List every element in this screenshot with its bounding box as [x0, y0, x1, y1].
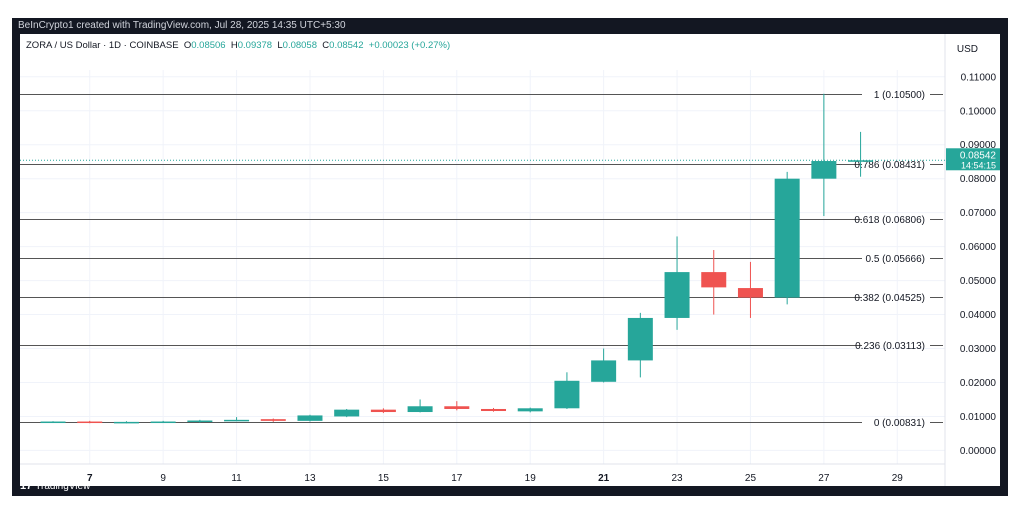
- x-tick-label: 21: [598, 473, 610, 484]
- y-tick-label: 0.00000: [960, 446, 997, 457]
- price-tag-countdown: 14:54:15: [961, 160, 996, 170]
- candle-body: [774, 178, 800, 298]
- fib-level-label: 0 (0.00831): [874, 418, 925, 429]
- currency-label[interactable]: USD: [956, 44, 978, 55]
- candle-body: [591, 360, 617, 382]
- close-value: 0.08542: [329, 40, 364, 51]
- high-label: H: [230, 40, 238, 51]
- x-tick-label: 11: [231, 473, 242, 484]
- x-tick-label: 13: [304, 473, 316, 484]
- y-tick-label: 0.05000: [960, 276, 997, 287]
- candle-body: [664, 272, 690, 318]
- fib-level-label: 0.5 (0.05666): [866, 254, 926, 265]
- y-tick-label: 0.07000: [960, 208, 997, 219]
- footer-brand[interactable]: TradingView: [35, 481, 91, 492]
- y-tick-label: 0.11000: [961, 72, 997, 83]
- x-tick-label: 15: [378, 473, 390, 484]
- high-value: 0.09378: [237, 40, 273, 51]
- candle-body: [77, 421, 103, 424]
- low-label: L: [277, 40, 283, 51]
- x-tick-label: 23: [671, 473, 683, 484]
- fib-level-label: 1 (0.10500): [874, 90, 925, 101]
- candle-body: [40, 421, 66, 424]
- open-value: 0.08506: [191, 40, 226, 51]
- x-tick-label: 25: [745, 473, 757, 484]
- candle-body: [224, 419, 250, 422]
- y-tick-label: 0.10000: [960, 106, 997, 117]
- candle-body: [517, 408, 543, 412]
- candle-body: [554, 380, 580, 409]
- y-tick-label: 0.04000: [960, 310, 997, 321]
- fib-level-label: 0.236 (0.03113): [855, 341, 925, 352]
- candle-body: [334, 409, 360, 417]
- low-value: 0.08058: [282, 40, 317, 51]
- symbol-legend: ZORA / US Dollar · 1D · COINBASE O0.0850…: [26, 40, 450, 51]
- candle-body: [737, 288, 763, 298]
- y-tick-label: 0.08000: [960, 174, 997, 185]
- candle-body: [260, 419, 286, 421]
- x-tick-label: 17: [451, 473, 463, 484]
- fib-level-label: 0.618 (0.06806): [854, 215, 925, 226]
- candle-body: [113, 421, 139, 424]
- open-label: O: [183, 40, 192, 51]
- candle-body: [407, 406, 433, 413]
- candle-body: [444, 406, 470, 409]
- x-tick-label: 27: [818, 473, 830, 484]
- y-tick-label: 0.03000: [960, 344, 997, 355]
- symbol-name[interactable]: ZORA / US Dollar · 1D · COINBASE: [26, 40, 179, 51]
- x-tick-label: 9: [160, 473, 166, 484]
- price-tag: [946, 148, 1000, 171]
- close-label: C: [322, 40, 330, 51]
- candle-body: [627, 317, 653, 361]
- candle-body: [481, 408, 507, 412]
- candle-body: [811, 161, 837, 179]
- fib-level-label: 0.786 (0.08431): [854, 160, 925, 171]
- candle-body: [297, 415, 323, 421]
- candle-body: [187, 420, 213, 423]
- candlestick-chart[interactable]: 1 (0.10500) 0.786 (0.08431) 0.618 (0.06806…: [20, 34, 1000, 486]
- chart-frame: BeInCrypto1 created with TradingView.com…: [12, 18, 1008, 496]
- attribution-bar: BeInCrypto1 created with TradingView.com…: [12, 18, 1008, 34]
- change-value: +0.00023 (+0.27%): [368, 40, 451, 51]
- y-tick-label: 0.01000: [960, 412, 997, 423]
- y-tick-label: 0.06000: [960, 242, 997, 253]
- candle-body: [150, 421, 176, 424]
- candle-body: [848, 160, 874, 162]
- candle-body: [701, 272, 727, 288]
- y-tick-label: 0.02000: [960, 378, 997, 389]
- y-tick-label: 0.09000: [960, 140, 997, 151]
- chart-area[interactable]: 1 (0.10500) 0.786 (0.08431) 0.618 (0.06806…: [20, 34, 1000, 486]
- x-tick-label: 7: [87, 473, 93, 484]
- fib-level-label: 0.382 (0.04525): [854, 293, 925, 304]
- x-tick-label: 19: [525, 473, 537, 484]
- candle-body: [370, 409, 396, 413]
- attribution-text: BeInCrypto1 created with TradingView.com…: [18, 20, 346, 31]
- tradingview-logo-icon[interactable]: 17: [20, 480, 33, 492]
- footer-bar: 17 TradingView: [12, 477, 1008, 496]
- x-tick-label: 29: [892, 473, 904, 484]
- price-tag-value: 0.08542: [960, 150, 997, 161]
